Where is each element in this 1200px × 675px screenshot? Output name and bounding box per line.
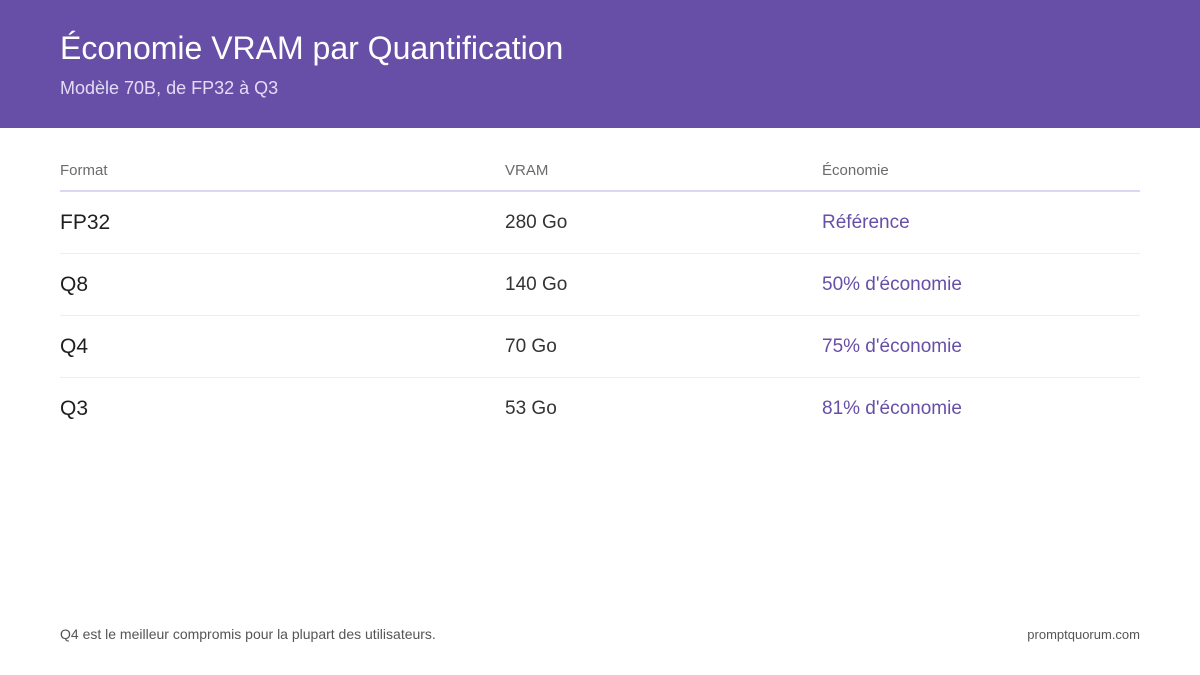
column-header-vram: VRAM — [505, 162, 549, 179]
table-header: Format VRAM Économie — [60, 154, 1140, 192]
vram-cell: 53 Go — [505, 398, 557, 419]
table-row: Q4 70 Go 75% d'économie — [60, 316, 1140, 378]
page-title: Économie VRAM par Quantification — [60, 30, 564, 66]
savings-cell: Référence — [822, 212, 910, 233]
vram-table: Format VRAM Économie FP32 280 Go Référen… — [60, 154, 1140, 439]
savings-cell: 75% d'économie — [822, 336, 962, 357]
vram-cell: 140 Go — [505, 274, 568, 295]
column-header-format: Format — [60, 162, 108, 179]
format-cell: Q8 — [60, 273, 89, 296]
format-cell: Q4 — [60, 335, 89, 358]
vram-cell: 280 Go — [505, 212, 568, 233]
header-banner: Économie VRAM par Quantification Modèle … — [0, 0, 1200, 128]
column-header-savings: Économie — [822, 162, 889, 179]
format-cell: Q3 — [60, 397, 89, 420]
savings-cell: 50% d'économie — [822, 274, 962, 295]
footer-note: Q4 est le meilleur compromis pour la plu… — [60, 626, 436, 642]
format-cell: FP32 — [60, 211, 111, 234]
page-subtitle: Modèle 70B, de FP32 à Q3 — [60, 78, 279, 98]
savings-cell: 81% d'économie — [822, 398, 962, 419]
table-row: FP32 280 Go Référence — [60, 192, 1140, 254]
vram-cell: 70 Go — [505, 336, 557, 357]
footer-site-credit: promptquorum.com — [1027, 627, 1140, 642]
table-row: Q3 53 Go 81% d'économie — [60, 378, 1140, 439]
table-row: Q8 140 Go 50% d'économie — [60, 254, 1140, 316]
